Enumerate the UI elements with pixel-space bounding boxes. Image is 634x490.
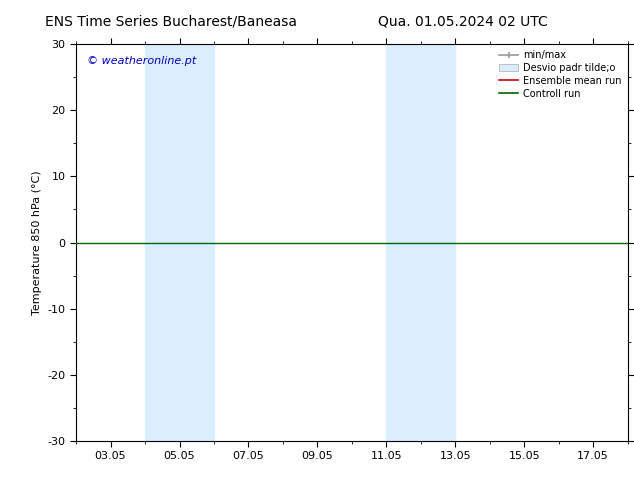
Bar [386, 44, 455, 441]
Text: Qua. 01.05.2024 02 UTC: Qua. 01.05.2024 02 UTC [378, 15, 548, 29]
Bar [145, 44, 214, 441]
Text: ENS Time Series Bucharest/Baneasa: ENS Time Series Bucharest/Baneasa [45, 15, 297, 29]
Legend: min/max, Desvio padr tilde;o, Ensemble mean run, Controll run: min/max, Desvio padr tilde;o, Ensemble m… [495, 46, 626, 102]
Y-axis label: Temperature 850 hPa (°C): Temperature 850 hPa (°C) [32, 170, 42, 315]
Text: © weatheronline.pt: © weatheronline.pt [87, 56, 197, 66]
